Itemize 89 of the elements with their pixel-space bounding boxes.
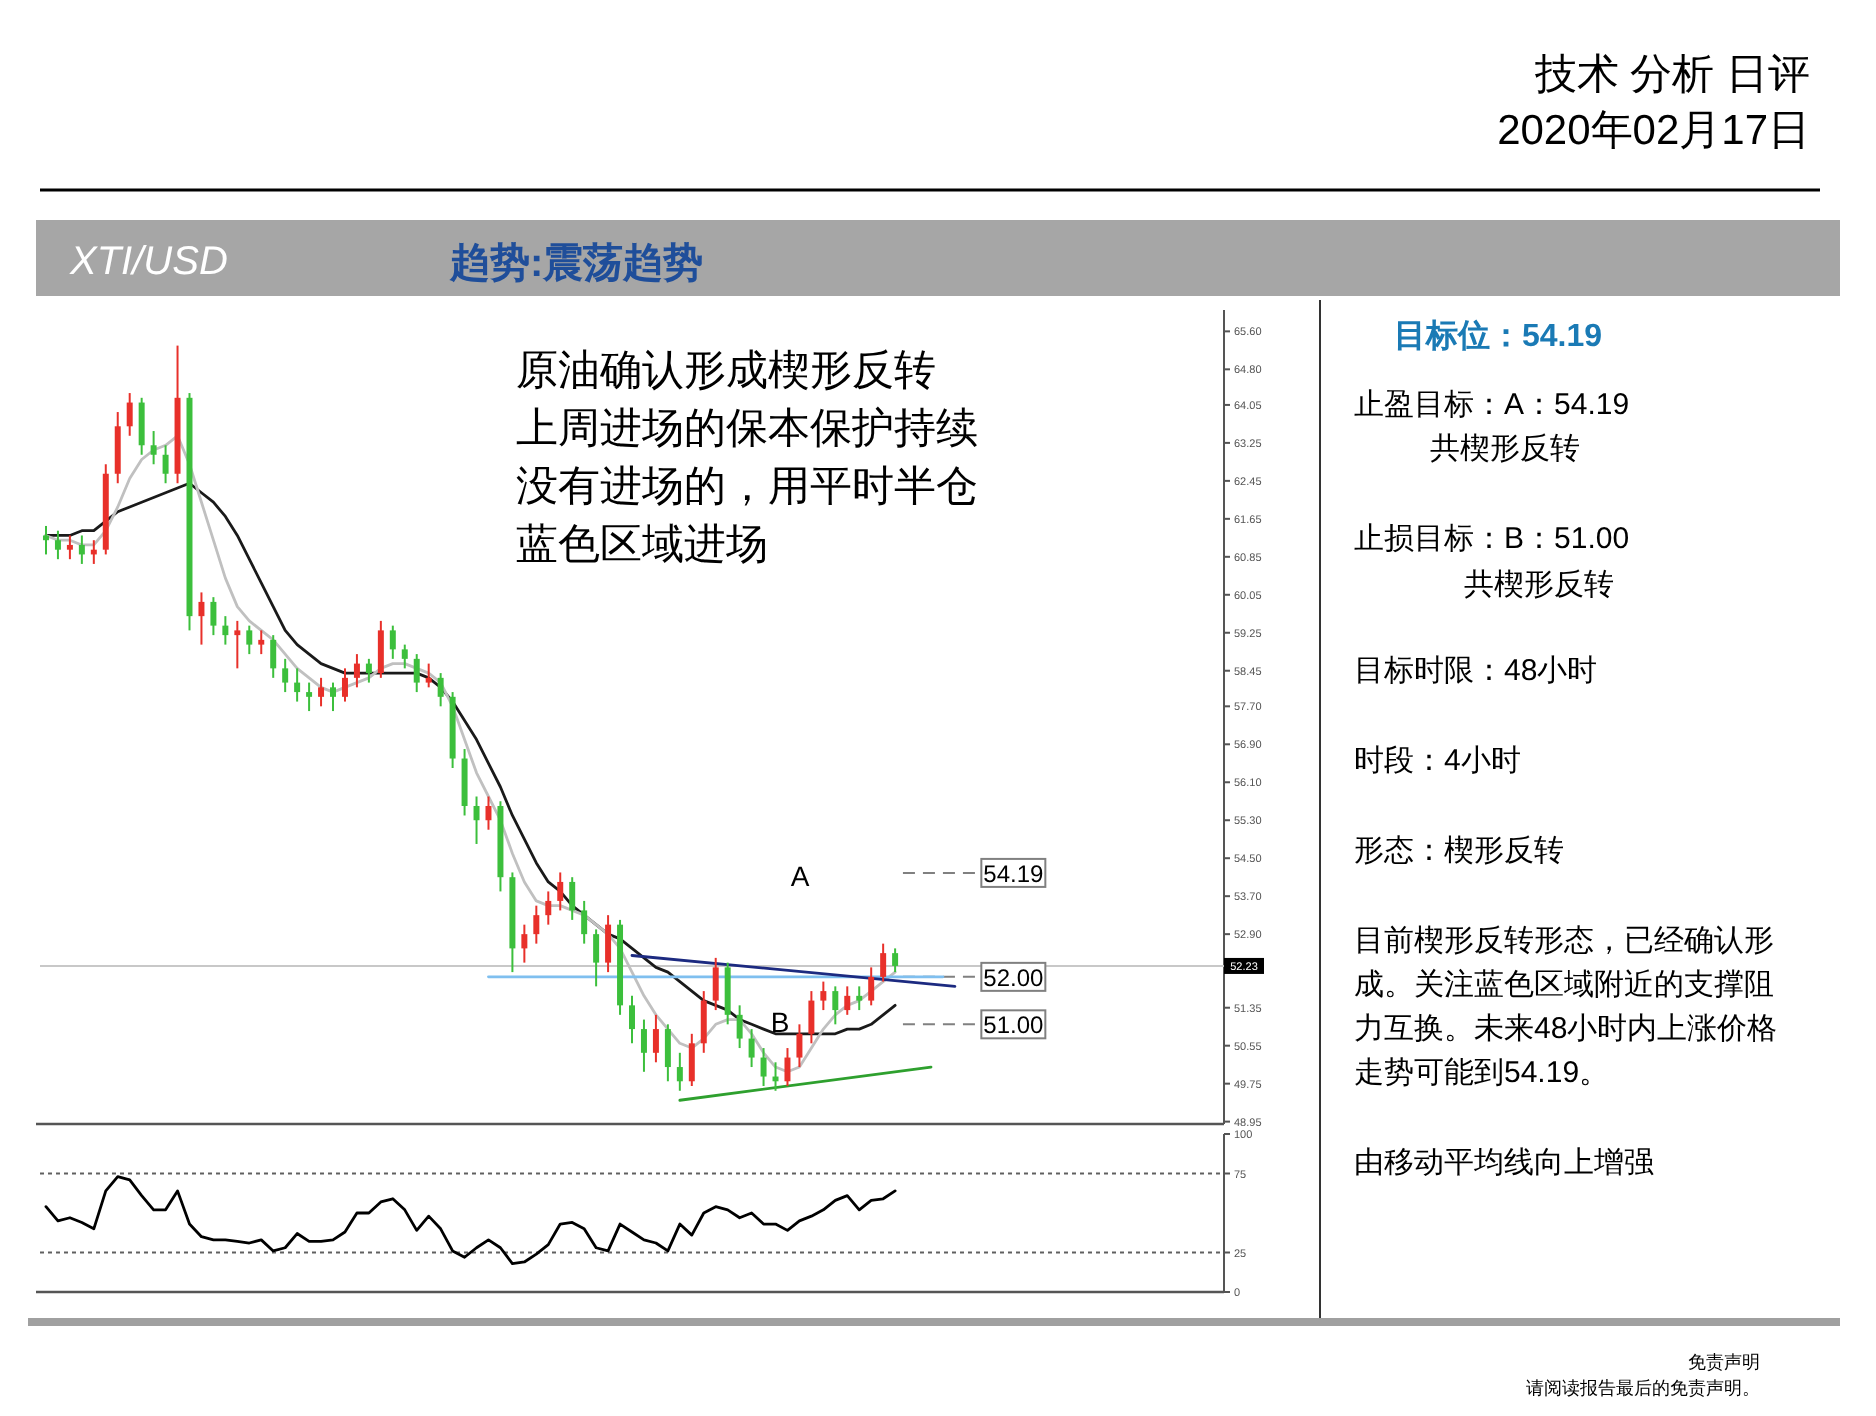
candlestick [54,529,61,561]
text: 止盈目标：A：54.19 [1354,388,1630,422]
candlestick [652,1013,659,1064]
candlestick [270,634,277,679]
text: 形态：楔形反转 [1354,834,1564,868]
candlestick [629,994,635,1045]
candlestick [42,524,49,556]
candlestick [389,624,396,660]
text: 2020年02月17日 [1497,108,1810,154]
candlestick [581,899,588,945]
candlestick [318,676,325,708]
ref-line-label: 52.00 [983,963,1045,992]
candlestick [365,657,372,684]
candlestick [533,904,540,945]
text: 请阅读报告最后的免责声明。 [1526,1378,1760,1398]
candlestick [569,876,576,921]
text: 目标位：54.19 [1394,318,1603,354]
candlestick [736,1004,743,1050]
candlestick [258,629,265,656]
text: 目标时限：48小时 [1354,654,1598,688]
candlestick [413,653,420,694]
candlestick [114,411,121,485]
candlestick [796,1023,803,1069]
text: 目前楔形反转形态，已经确认形成。关注蓝色区域附近的支撑阻力互换。未来48小时内上涨价格走势可能到54.19。 [1354,924,1778,1090]
candlestick [78,534,85,565]
ref-line-label: 51.00 [983,1011,1045,1040]
text: 止损目标：B：51.00 [1354,522,1630,556]
text: 时段：4小时 [1354,744,1521,778]
annotation: 上周进场的保本保护持续 [516,406,978,452]
annotation: B [770,1006,790,1038]
candlestick [712,956,719,1012]
candlestick [294,667,301,703]
text: 共楔形反转 [1464,568,1614,602]
candlestick [353,653,360,689]
candlestick [856,985,863,1012]
candlestick [545,890,552,926]
candlestick [844,985,851,1016]
candlestick [401,643,408,670]
line-series [44,1175,897,1265]
candlestick [473,795,480,845]
text: 技术 分析 日评 [1532,52,1810,98]
candlestick [880,942,887,983]
candlestick [605,914,612,974]
candlestick [700,990,707,1054]
candlestick [485,795,492,831]
candlestick [784,1047,791,1088]
candlestick [892,947,899,974]
candlestick [808,990,815,1045]
candlestick [306,681,313,713]
candlestick [234,619,241,670]
text: XTI/USD [68,240,228,284]
candlestick [377,619,384,679]
candlestick [820,980,827,1012]
candlestick [593,928,600,988]
candlestick [425,662,432,689]
candlestick [748,1028,755,1069]
candlestick [664,1023,671,1083]
candlestick [210,596,217,637]
candlestick [341,667,348,703]
candlestick [640,1018,647,1073]
candlestick [688,1032,695,1088]
candlestick [150,430,157,466]
candlestick [246,624,253,656]
annotation: 没有进场的，用平时半仓 [516,464,978,510]
candlestick [760,1047,767,1088]
candlestick [138,396,145,456]
text: 趋势:震荡趋势 [448,242,704,286]
candlestick [162,444,169,485]
candlestick [461,748,468,817]
candlestick [330,681,336,713]
text: 免责声明 [1688,1352,1760,1372]
candlestick [521,923,528,964]
text: 由移动平均线向上增强 [1354,1146,1654,1180]
candlestick [724,961,731,1026]
annotation: A [790,860,811,892]
candlestick [66,534,73,561]
text: 共楔形反转 [1430,432,1580,466]
candlestick [282,657,289,694]
candlestick [557,871,564,912]
annotation: 蓝色区域进场 [516,522,768,568]
candlestick [126,392,133,437]
candlestick [832,985,839,1026]
candlestick [222,615,229,646]
annotation: 原油确认形成楔形反转 [516,348,936,394]
candlestick [676,1051,683,1092]
candlestick [437,672,444,708]
candlestick [198,591,205,646]
candlestick [868,966,875,1007]
ref-line-label: 54.19 [983,859,1045,888]
